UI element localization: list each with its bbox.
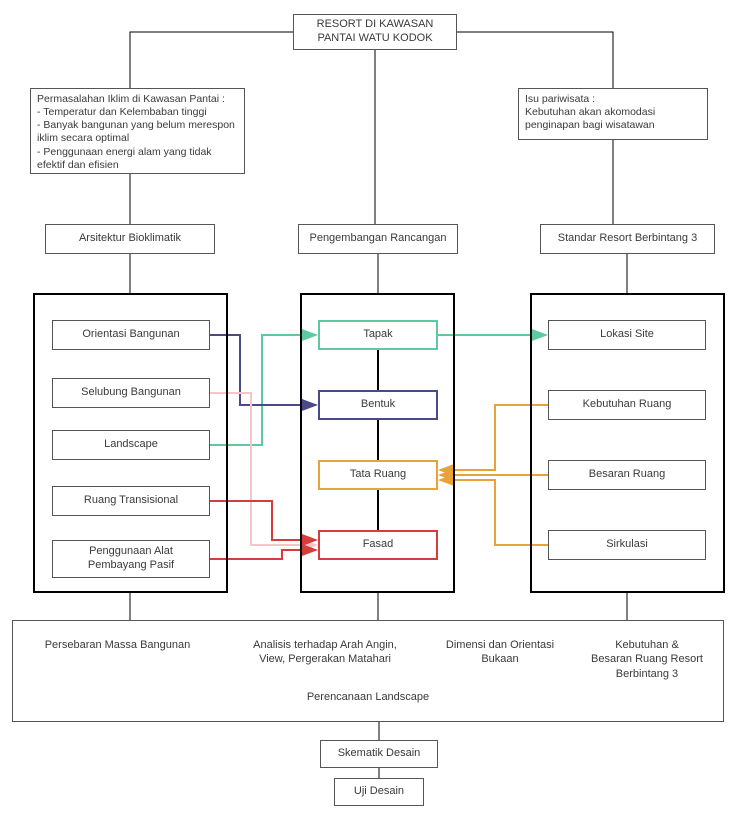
right-item-0: Lokasi Site bbox=[548, 320, 706, 350]
mid-item-1: Bentuk bbox=[318, 390, 438, 420]
uji-box: Uji Desain bbox=[334, 778, 424, 806]
right-item-1: Kebutuhan Ruang bbox=[548, 390, 706, 420]
bottom-center-text: Perencanaan Landscape bbox=[0, 690, 736, 704]
diagram-canvas: RESORT DI KAWASAN PANTAI WATU KODOK Perm… bbox=[0, 0, 736, 818]
right-issue-box: Isu pariwisata : Kebutuhan akan akomodas… bbox=[518, 88, 708, 140]
bottom-text-0: Persebaran Massa Bangunan bbox=[20, 638, 215, 652]
col-left-head: Arsitektur Bioklimatik bbox=[45, 224, 215, 254]
bottom-text-1: Analisis terhadap Arah Angin, View, Perg… bbox=[225, 638, 425, 667]
col-mid-head: Pengembangan Rancangan bbox=[298, 224, 458, 254]
bottom-text-2: Dimensi dan Orientasi Bukaan bbox=[435, 638, 565, 667]
col-right-head: Standar Resort Berbintang 3 bbox=[540, 224, 715, 254]
mid-item-2: Tata Ruang bbox=[318, 460, 438, 490]
left-item-2: Landscape bbox=[52, 430, 210, 460]
left-item-3: Ruang Transisional bbox=[52, 486, 210, 516]
left-item-0: Orientasi Bangunan bbox=[52, 320, 210, 350]
bottom-text-3: Kebutuhan & Besaran Ruang Resort Berbint… bbox=[572, 638, 722, 681]
right-item-3: Sirkulasi bbox=[548, 530, 706, 560]
title-box: RESORT DI KAWASAN PANTAI WATU KODOK bbox=[293, 14, 457, 50]
mid-item-3: Fasad bbox=[318, 530, 438, 560]
left-item-4: Penggunaan Alat Pembayang Pasif bbox=[52, 540, 210, 578]
left-issue-box: Permasalahan Iklim di Kawasan Pantai : -… bbox=[30, 88, 245, 174]
right-item-2: Besaran Ruang bbox=[548, 460, 706, 490]
skematik-box: Skematik Desain bbox=[320, 740, 438, 768]
left-item-1: Selubung Bangunan bbox=[52, 378, 210, 408]
mid-item-0: Tapak bbox=[318, 320, 438, 350]
